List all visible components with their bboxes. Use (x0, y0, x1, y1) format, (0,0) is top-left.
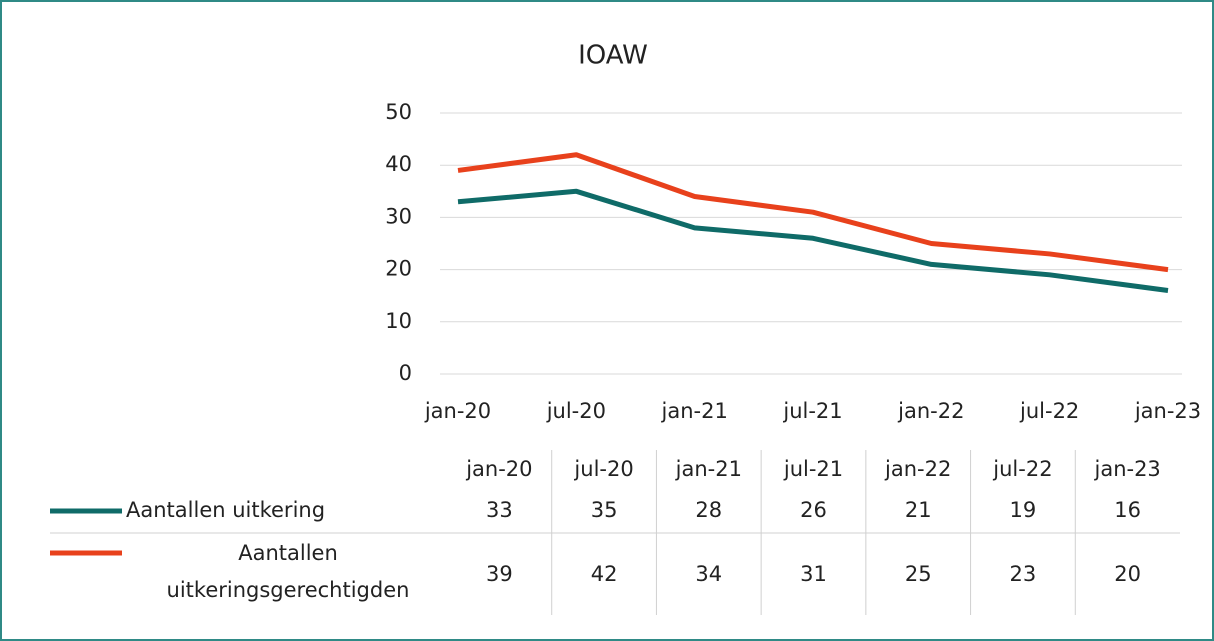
x-tick-label: jul-20 (546, 399, 606, 423)
table-header: jul-21 (783, 457, 843, 481)
y-tick-label: 40 (385, 152, 412, 176)
table-cell: 34 (695, 562, 722, 586)
table-cell: 20 (1114, 562, 1141, 586)
table-cell: 26 (800, 498, 827, 522)
table-cell: 25 (905, 562, 932, 586)
x-tick-label: jan-21 (661, 399, 728, 423)
table-cell: 39 (486, 562, 513, 586)
data-line (457, 152, 1169, 273)
legend-label: Aantallen uitkering (126, 498, 325, 522)
table-cell: 33 (486, 498, 513, 522)
x-tick-label: jan-20 (424, 399, 491, 423)
table-cell: 16 (1114, 498, 1141, 522)
x-tick-label: jul-21 (782, 399, 842, 423)
table-header: jan-20 (465, 457, 532, 481)
y-tick-label: 20 (385, 257, 412, 281)
table-cell: 21 (905, 498, 932, 522)
x-tick-label: jul-22 (1019, 399, 1079, 423)
table-header: jan-21 (675, 457, 742, 481)
table-header: jan-22 (884, 457, 951, 481)
x-tick-label: jan-22 (897, 399, 964, 423)
y-tick-label: 50 (385, 100, 412, 124)
table-cell: 28 (695, 498, 722, 522)
table-header: jan-23 (1093, 457, 1160, 481)
y-tick-label: 30 (385, 204, 412, 228)
table-cell: 23 (1010, 562, 1037, 586)
y-tick-label: 10 (385, 309, 412, 333)
table-cell: 19 (1010, 498, 1037, 522)
y-tick-label: 0 (399, 361, 412, 385)
table-cell: 35 (591, 498, 618, 522)
chart-title: IOAW (578, 41, 648, 71)
data-line (457, 188, 1169, 293)
table-cell: 31 (800, 562, 827, 586)
table-header: jul-22 (992, 457, 1052, 481)
table-cell: 42 (591, 562, 618, 586)
x-tick-label: jan-23 (1134, 399, 1201, 423)
table-header: jul-20 (573, 457, 633, 481)
legend-label: Aantallen uitkeringsgerechtigden (166, 541, 410, 602)
